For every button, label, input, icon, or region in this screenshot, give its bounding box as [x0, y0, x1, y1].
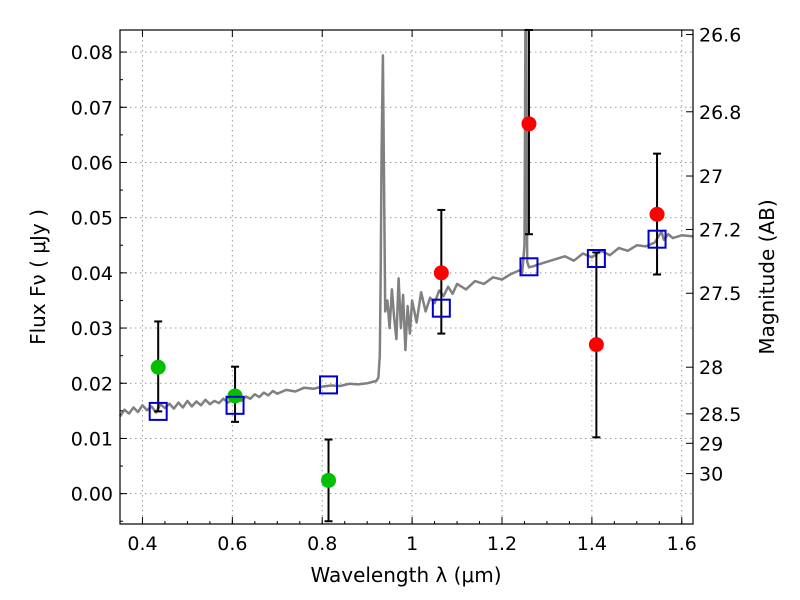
tick-labels: 0.4 0.6 0.8 1 1.2 1.4 1.6 0.00 0.01 0.02 0.03 0.04 0…	[71, 25, 742, 555]
grid-lines	[120, 30, 693, 524]
model-photometry-square	[586, 249, 606, 269]
y-axis-label: Flux Fν ( μJy )	[26, 209, 50, 345]
model-spectrum-layer	[118, 28, 694, 418]
y-tick-label: 0.02	[71, 373, 113, 395]
model-photometry-square	[647, 229, 667, 249]
x-tick-label: 0.8	[307, 533, 337, 555]
x-tick-label: 0.4	[127, 533, 157, 555]
y-tick-label: 0.06	[71, 152, 113, 174]
axis-ticks	[119, 30, 693, 524]
model-photometry-square	[319, 375, 339, 395]
mag-tick-label: 29	[699, 433, 723, 455]
model-photometry-square	[148, 401, 168, 421]
y-tick-label: 0.03	[71, 318, 113, 340]
mag-tick-label: 28.5	[699, 404, 741, 426]
y-tick-label: 0.01	[71, 428, 113, 450]
x-tick-label: 1.6	[667, 533, 697, 555]
mag-tick-label: 27.5	[699, 283, 741, 305]
x-axis-label: Wavelength λ (μm)	[310, 563, 501, 587]
mag-tick-label: 30	[699, 464, 723, 486]
y-tick-label: 0.00	[71, 484, 113, 506]
plot-frame	[119, 29, 694, 525]
detection-point	[521, 116, 537, 132]
mag-tick-label: 28	[699, 357, 723, 379]
detection-point	[433, 265, 449, 281]
mag-tick-label: 26.6	[699, 25, 741, 47]
upper-limit-point	[150, 359, 166, 375]
detection-point	[588, 337, 604, 353]
y-tick-label: 0.08	[71, 42, 113, 64]
x-tick-label: 1.4	[577, 533, 607, 555]
x-tick-label: 1.2	[487, 533, 517, 555]
mag-tick-label: 27	[699, 166, 723, 188]
model-photometry-square	[519, 257, 539, 277]
y2-axis-label: Magnitude (AB)	[755, 199, 779, 354]
model-spectrum-line	[118, 28, 694, 418]
upper-limit-point	[321, 472, 337, 488]
x-tick-label: 1	[406, 533, 418, 555]
mag-tick-label: 26.8	[699, 102, 741, 124]
x-tick-label: 0.6	[217, 533, 247, 555]
model-photometry-square	[431, 298, 451, 318]
error-bar-layer	[154, 29, 662, 523]
y-tick-label: 0.04	[71, 263, 113, 285]
y-tick-label: 0.07	[71, 97, 113, 119]
y-tick-label: 0.05	[71, 208, 113, 230]
marker-layer	[148, 116, 667, 488]
detection-point	[649, 206, 665, 222]
mag-tick-label: 27.2	[699, 219, 741, 241]
model-photometry-square	[225, 395, 245, 415]
